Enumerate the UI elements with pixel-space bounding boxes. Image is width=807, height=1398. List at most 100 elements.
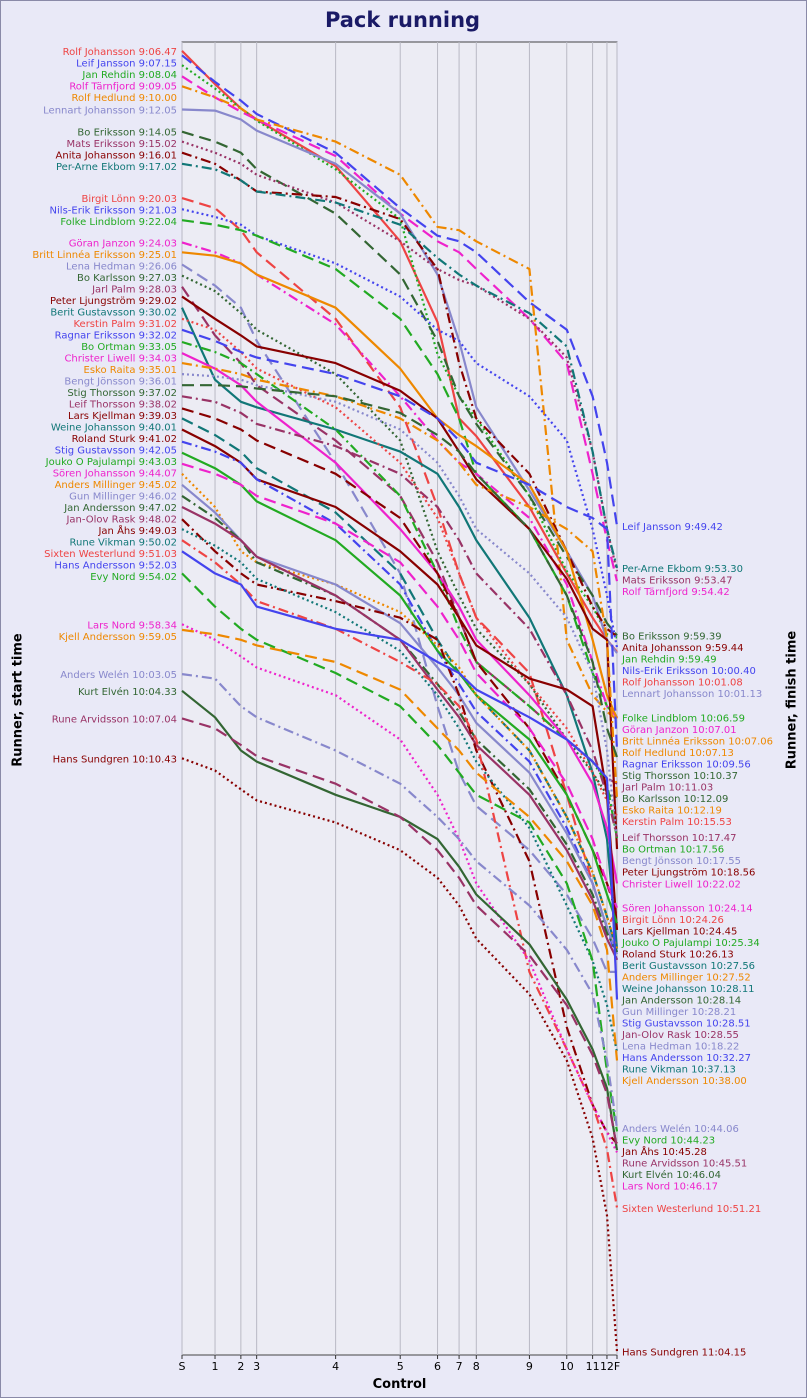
series-line [181, 197, 618, 929]
series-line [181, 473, 619, 950]
series-line [181, 263, 617, 974]
start-label: Leif Jansson 9:07.15 [76, 58, 177, 69]
finish-label: Stig Gustavsson 10:28.51 [622, 1019, 751, 1030]
finish-label: Ragnar Eriksson 10:09.56 [622, 759, 751, 770]
finish-label: Nils-Erik Eriksson 10:00.40 [622, 666, 756, 677]
finish-label: Jouko O Pajulampi 10:25.34 [621, 938, 760, 949]
finish-label: Leif Thorsson 10:17.47 [622, 833, 736, 844]
start-label: Christer Liwell 9:34.03 [64, 353, 177, 364]
series-line [181, 506, 618, 961]
y-axis-label-right: Runner, finish time [784, 630, 800, 770]
series-line [181, 539, 619, 1208]
finish-label: Bo Ortman 10:17.56 [622, 844, 724, 855]
x-tick-label: 12 [600, 1360, 614, 1373]
start-label: Jan Åhs 9:49.03 [97, 524, 177, 537]
finish-label: Sören Johansson 10:24.14 [622, 904, 753, 915]
start-label: Anders Millinger 9:45.02 [55, 480, 177, 491]
series-line [181, 307, 619, 949]
finish-label: Evy Nord 10:44.23 [622, 1136, 715, 1147]
series-line [181, 140, 619, 572]
start-label: Jouko O Pajulampi 9:43.03 [45, 457, 177, 468]
series-line [182, 384, 619, 758]
finish-label: Weine Johansson 10:28.11 [622, 984, 755, 995]
start-label: Sören Johansson 9:44.07 [53, 468, 177, 479]
series-line [181, 572, 619, 1132]
finish-label: Rune Arvidsson 10:45.51 [622, 1159, 747, 1170]
finish-label: Stig Thorsson 10:10.37 [622, 771, 738, 782]
finish-label: Rolf Johansson 10:01.08 [622, 677, 743, 688]
start-label: Birgit Lönn 9:20.03 [81, 194, 177, 205]
series-line [181, 362, 619, 799]
finish-label: Rolf Hedlund 10:07.13 [622, 748, 734, 759]
start-label: Stig Thorsson 9:37.02 [67, 388, 177, 399]
x-tick-label: 7 [456, 1360, 463, 1373]
series-line [181, 550, 619, 1000]
finish-label: Bo Eriksson 9:59.39 [622, 631, 722, 642]
plot-area [181, 41, 618, 1356]
start-label: Rolf Johansson 9:06.47 [63, 47, 177, 58]
x-tick-label: F [614, 1360, 620, 1373]
finish-label: Kerstin Palm 10:15.53 [622, 817, 732, 828]
x-tick-label: 6 [434, 1360, 441, 1373]
series-line [181, 219, 618, 719]
x-tick-label: 2 [237, 1360, 244, 1373]
finish-label: Kjell Andersson 10:38.00 [622, 1076, 747, 1087]
start-label: Anita Johansson 9:16.01 [56, 151, 177, 162]
finish-label: Kurt Elvén 10:46.04 [622, 1169, 721, 1181]
start-label: Anders Welén 10:03.05 [60, 669, 177, 681]
start-label: Folke Lindblom 9:22.04 [60, 217, 177, 228]
finish-label: Leif Jansson 9:49.42 [622, 522, 723, 533]
series-line [181, 317, 618, 817]
start-label: Bo Ortman 9:33.05 [81, 342, 177, 353]
start-label: Jarl Palm 9:28.03 [91, 284, 177, 295]
start-label: Rune Arvidsson 10:07.04 [52, 714, 177, 725]
series-line [181, 451, 619, 924]
start-label: Rune Vikman 9:50.02 [70, 537, 177, 548]
finish-label: Jan Rehdin 9:59.49 [621, 654, 717, 665]
finish-label: Jarl Palm 10:11.03 [621, 782, 713, 793]
finish-label: Rune Vikman 10:37.13 [622, 1065, 736, 1076]
series-line [181, 162, 619, 569]
y-axis-label-left: Runner, start time [10, 633, 26, 767]
start-label: Lars Kjellman 9:39.03 [68, 411, 177, 422]
finish-label: Esko Raita 10:12.19 [622, 805, 722, 816]
start-label: Jan Rehdin 9:08.04 [81, 70, 177, 81]
series-line [181, 85, 618, 721]
finish-label: Gun Millinger 10:28.21 [622, 1007, 736, 1018]
finish-label: Folke Lindblom 10:06.59 [622, 713, 745, 724]
x-tick-label: 5 [397, 1360, 404, 1373]
x-tick-label: 11 [586, 1360, 600, 1373]
start-label: Stig Gustavsson 9:42.05 [55, 445, 177, 456]
finish-label: Lars Nord 10:46.17 [622, 1182, 718, 1193]
finish-label: Per-Arne Ekbom 9:53.30 [622, 564, 743, 575]
finish-label: Peter Ljungström 10:18.56 [622, 867, 755, 878]
start-label: Peter Ljungström 9:29.02 [50, 296, 177, 307]
finish-label: Göran Janzon 10:07.01 [622, 725, 737, 736]
finish-label: Anita Johansson 9:59.44 [622, 643, 743, 654]
finish-label: Berit Gustavsson 10:27.56 [622, 961, 755, 972]
series-line [181, 462, 619, 909]
x-tick-label: S [179, 1360, 186, 1373]
start-label: Jan-Olov Rask 9:48.02 [65, 514, 177, 525]
x-tick-label: 3 [253, 1360, 260, 1373]
finish-label: Britt Linnéa Eriksson 10:07.06 [622, 735, 773, 747]
start-label: Bengt Jönsson 9:36.01 [64, 376, 177, 387]
series-line [181, 628, 619, 1061]
start-label: Esko Raita 9:35.01 [84, 365, 177, 376]
x-axis-label: Control [373, 1377, 427, 1392]
start-label: Evy Nord 9:54.02 [90, 572, 177, 583]
finish-label: Christer Liwell 10:22.02 [622, 879, 741, 890]
x-tick-label: 8 [473, 1360, 480, 1373]
start-label: Leif Thorsson 9:38.02 [69, 399, 177, 410]
x-tick-label: 9 [526, 1360, 533, 1373]
series-line [181, 757, 619, 1352]
finish-label: Hans Andersson 10:32.27 [622, 1053, 751, 1064]
series-line [181, 689, 619, 1151]
finish-label: Anders Welén 10:44.06 [622, 1123, 739, 1135]
start-label: Mats Eriksson 9:15.02 [67, 139, 177, 150]
finish-label: Jan Åhs 10:45.28 [621, 1145, 707, 1158]
finish-label: Roland Sturk 10:26.13 [622, 950, 734, 961]
series-line [181, 352, 619, 884]
series-line [181, 373, 619, 839]
